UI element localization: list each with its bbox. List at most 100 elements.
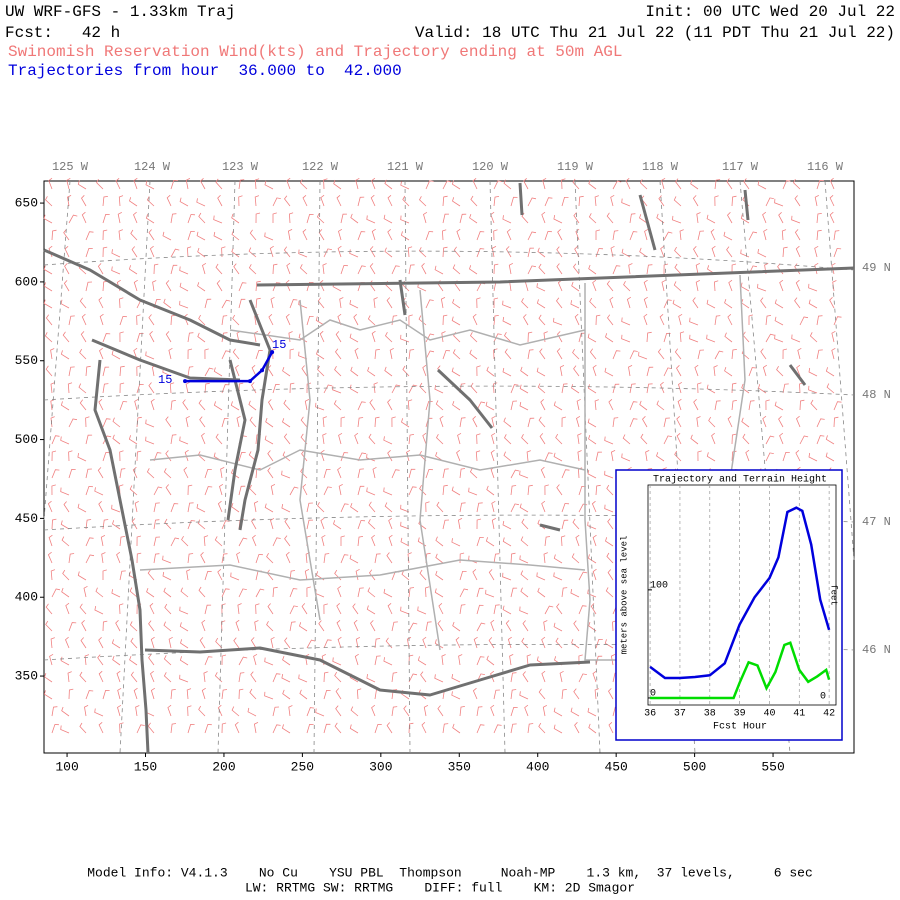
wind-barb — [485, 401, 495, 411]
wind-barb — [622, 434, 631, 445]
wind-barb — [825, 435, 835, 445]
wind-barb — [111, 504, 121, 513]
wind-barb — [731, 195, 737, 207]
inset-x-tick-label: 37 — [674, 709, 686, 720]
wind-barb — [605, 587, 614, 598]
wind-barb — [656, 400, 665, 411]
wind-barb — [587, 521, 597, 530]
wind-barb — [476, 518, 482, 530]
wind-barb — [272, 383, 280, 394]
wind-barb — [676, 416, 682, 428]
wind-barb — [553, 707, 563, 717]
wind-barb — [833, 401, 842, 411]
wind-barb — [574, 313, 580, 326]
wind-barb — [255, 212, 261, 224]
wind-barb — [521, 637, 529, 649]
wind-barb — [367, 587, 376, 598]
wind-barb — [588, 264, 597, 275]
wind-barb — [45, 196, 53, 207]
wind-barb — [170, 689, 176, 700]
wind-barb — [441, 229, 447, 241]
wind-barb — [421, 722, 427, 734]
wind-barb — [408, 384, 418, 394]
wind-barb — [148, 314, 155, 326]
wind-barb — [544, 231, 552, 241]
wind-barb — [383, 588, 393, 598]
wind-barb — [559, 365, 565, 377]
wind-barb — [112, 520, 121, 530]
wind-barb — [408, 349, 415, 360]
wind-barb — [576, 415, 581, 428]
wind-barb — [663, 231, 673, 241]
wind-barb — [150, 398, 155, 411]
wind-barb — [791, 334, 801, 343]
wind-barb — [215, 178, 223, 190]
wind-barb — [61, 706, 70, 717]
wind-barb — [536, 367, 546, 377]
wind-barb — [458, 654, 463, 666]
wind-barb — [48, 534, 53, 547]
wind-barb — [285, 551, 291, 564]
wind-barb — [435, 451, 444, 462]
wind-barb — [102, 418, 111, 428]
trajectory-range: Trajectories from hour 36.000 to 42.000 — [8, 62, 402, 80]
wind-barb — [672, 215, 682, 224]
map: 15 15 — [40, 177, 855, 757]
wind-barb — [710, 228, 716, 241]
wind-barb — [119, 536, 126, 547]
wind-barb — [85, 537, 94, 547]
wind-barb — [264, 435, 274, 445]
wind-barb — [604, 504, 614, 513]
wind-barb — [727, 415, 733, 428]
wind-barb — [825, 452, 835, 462]
wind-barb — [557, 229, 563, 241]
wind-barb — [469, 213, 478, 224]
wind-barb — [778, 212, 784, 224]
wind-barb — [136, 724, 145, 734]
wind-barb — [400, 215, 410, 224]
wind-barb — [94, 487, 104, 496]
wind-barb — [130, 229, 138, 241]
wind-barb — [442, 484, 448, 496]
wind-barb — [83, 585, 88, 598]
wind-barb — [408, 587, 415, 598]
wind-barb — [187, 705, 192, 717]
wind-barb — [299, 622, 308, 632]
wind-barb — [60, 487, 70, 496]
wind-barb — [578, 673, 587, 683]
wind-barb — [221, 384, 230, 394]
wind-barb — [726, 246, 733, 258]
wind-barb — [383, 436, 393, 445]
wind-barb — [289, 605, 298, 615]
wind-barb — [132, 466, 138, 479]
wind-barb — [643, 313, 648, 326]
wind-barb — [255, 588, 265, 598]
wind-barb — [199, 416, 206, 428]
wind-barb — [323, 469, 331, 479]
wind-barb — [523, 178, 529, 190]
wind-barb — [696, 416, 701, 428]
wind-barb — [170, 179, 178, 190]
wind-barb — [422, 432, 427, 445]
wind-barb — [561, 503, 570, 513]
wind-barb — [102, 333, 111, 343]
wind-barb — [170, 723, 177, 734]
wind-barb — [102, 620, 108, 632]
wind-barb — [561, 178, 566, 190]
wind-barb — [475, 450, 481, 462]
wind-barb — [816, 349, 823, 360]
wind-barb — [621, 453, 631, 462]
wind-barb — [442, 180, 452, 190]
wind-barb — [510, 469, 520, 479]
wind-barb — [538, 314, 546, 326]
wind-barb — [187, 214, 196, 224]
wind-barb — [588, 434, 597, 445]
wind-barb — [286, 262, 291, 275]
wind-barb — [272, 263, 278, 275]
wind-barb — [504, 348, 512, 360]
inset-chart: Trajectory and Terrain Height meters abo… — [615, 469, 843, 741]
wind-barb — [61, 587, 70, 598]
wind-barb — [182, 399, 189, 411]
wind-barb — [306, 639, 316, 649]
wind-barb — [610, 654, 616, 666]
